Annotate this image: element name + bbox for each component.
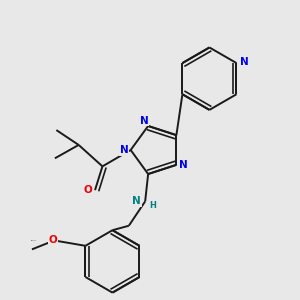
- Text: methoxy: methoxy: [31, 240, 37, 241]
- Text: N: N: [133, 196, 141, 206]
- Text: N: N: [120, 145, 128, 155]
- Text: H: H: [149, 201, 156, 210]
- Text: N: N: [178, 160, 187, 170]
- Text: N: N: [240, 57, 249, 67]
- Text: O: O: [83, 185, 92, 195]
- Text: O: O: [48, 236, 57, 245]
- Text: N: N: [140, 116, 149, 126]
